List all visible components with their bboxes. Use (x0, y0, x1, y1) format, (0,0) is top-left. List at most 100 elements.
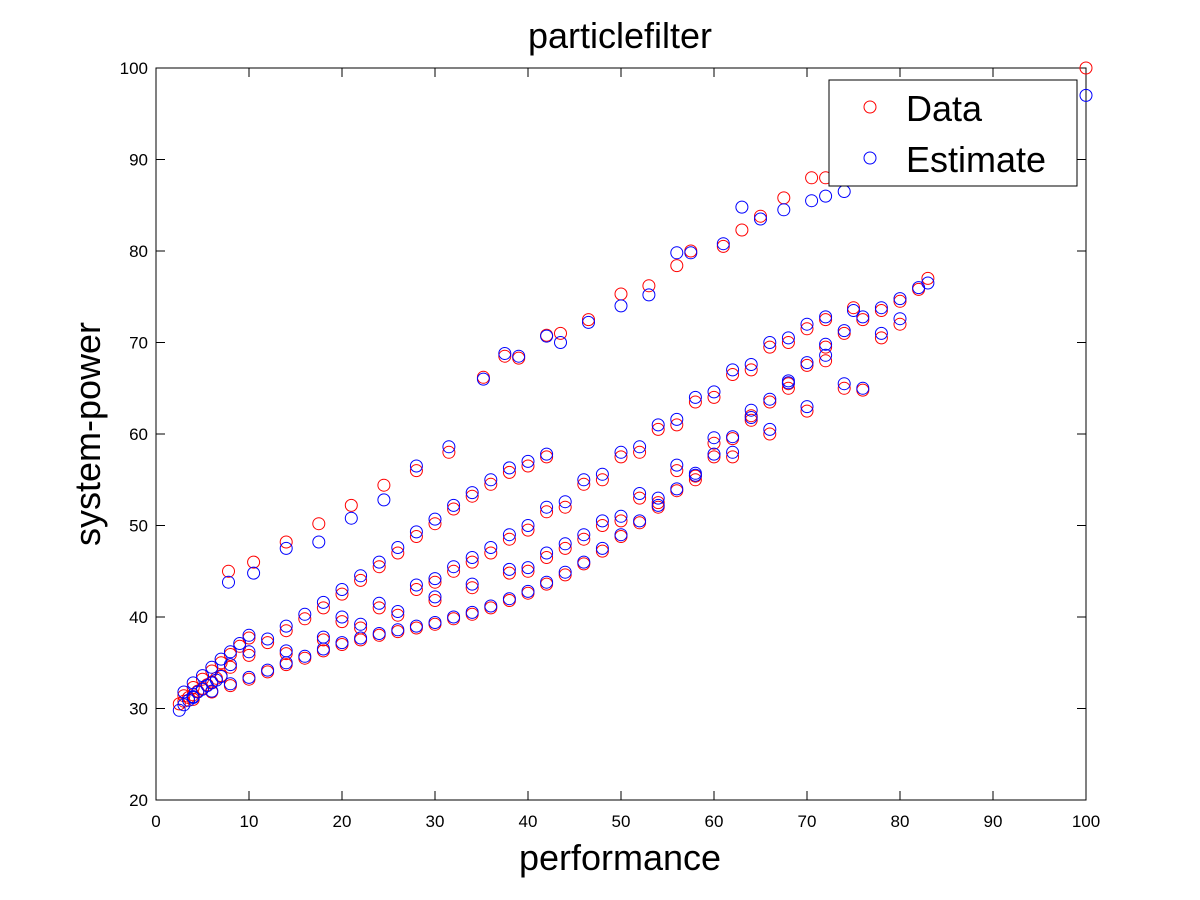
data-point-data (633, 445, 647, 459)
data-point-data (222, 564, 235, 578)
data-point-estimate (186, 691, 200, 704)
y-tick-label: 20 (129, 791, 148, 810)
data-point-estimate (428, 572, 442, 586)
data-point-estimate (688, 468, 702, 482)
data-point-data (391, 546, 405, 560)
data-point-data (688, 395, 702, 409)
data-point-data (819, 340, 833, 354)
data-point-estimate (726, 445, 740, 459)
data-point-data (735, 223, 749, 237)
y-tick-label: 70 (129, 334, 148, 353)
data-point-estimate (837, 377, 851, 391)
data-point-estimate (744, 358, 758, 371)
data-point-estimate (633, 440, 647, 454)
data-point-estimate (558, 495, 572, 509)
data-point-estimate (670, 458, 684, 472)
data-point-data (595, 544, 609, 558)
data-point-estimate (502, 592, 516, 606)
data-point-data (242, 631, 256, 645)
data-point-estimate (763, 422, 777, 436)
data-point-estimate (242, 670, 256, 684)
data-point-estimate (372, 627, 386, 640)
data-point-estimate (279, 644, 293, 658)
data-point-data (521, 459, 535, 473)
data-point-estimate (716, 237, 730, 251)
data-point-data (354, 573, 368, 587)
data-point-data (465, 489, 479, 503)
data-point-estimate (595, 514, 609, 528)
data-point-estimate (726, 430, 740, 444)
data-point-estimate (502, 528, 516, 542)
data-point-data (442, 445, 456, 459)
data-point-data (800, 358, 814, 372)
data-point-data (279, 535, 293, 549)
data-point-estimate (409, 578, 423, 592)
data-point-data (521, 564, 535, 578)
data-point-data (372, 560, 386, 574)
data-point-data (247, 555, 261, 569)
data-point-estimate (465, 551, 479, 564)
data-point-estimate (595, 541, 609, 555)
data-point-data (344, 498, 358, 512)
x-tick-label: 70 (798, 812, 817, 831)
data-point-data (837, 381, 851, 395)
data-point-estimate (856, 381, 870, 395)
data-point-estimate (874, 301, 888, 315)
data-point-estimate (279, 541, 293, 555)
data-point-data (428, 594, 442, 607)
x-ticks: 0 10 20 30 40 50 60 70 80 90 100 (151, 68, 1100, 831)
data-point-data (223, 660, 237, 674)
data-point-estimate (205, 660, 219, 674)
data-point-estimate (177, 698, 191, 712)
data-point-estimate (298, 607, 312, 621)
data-point-estimate (372, 596, 386, 610)
data-point-data (335, 615, 349, 629)
data-point-estimate (354, 617, 368, 631)
data-point-estimate (577, 473, 591, 487)
data-point-estimate (893, 312, 907, 326)
data-point-estimate (735, 200, 749, 214)
data-point-data (447, 502, 461, 516)
data-point-data (707, 390, 721, 404)
data-point-data (614, 287, 628, 301)
data-point-estimate (558, 565, 572, 579)
data-point-data (409, 464, 423, 478)
data-point-estimate (409, 525, 423, 539)
y-axis-title: system-power (67, 322, 108, 546)
data-point-data (484, 546, 498, 560)
data-point-estimate (800, 317, 814, 331)
data-point-data (298, 612, 312, 626)
x-tick-label: 60 (705, 812, 724, 831)
data-point-estimate (377, 493, 391, 507)
data-point-estimate (754, 212, 767, 226)
y-tick-label: 80 (129, 242, 148, 261)
data-point-data (558, 500, 572, 514)
data-point-data (716, 239, 730, 253)
data-point-data (651, 496, 665, 510)
data-point-data (633, 491, 647, 505)
data-point-estimate (540, 329, 554, 343)
data-point-data (781, 381, 795, 395)
data-point-estimate (800, 400, 814, 414)
data-point-estimate (391, 541, 405, 554)
data-point-estimate (874, 326, 888, 340)
data-point-estimate (707, 385, 721, 399)
data-point-data (582, 313, 595, 327)
data-point-data (614, 450, 628, 464)
data-point-estimate (447, 560, 461, 574)
data-point-data (372, 601, 386, 615)
data-point-estimate (223, 645, 237, 659)
data-point-data (874, 331, 888, 345)
data-point-estimate (726, 363, 740, 377)
data-point-estimate (409, 459, 423, 473)
data-point-data (409, 530, 423, 543)
data-point-estimate (521, 454, 535, 468)
y-tick-label: 90 (129, 151, 148, 170)
data-point-estimate (819, 348, 833, 362)
data-point-data (540, 328, 554, 342)
data-point-estimate (465, 605, 479, 619)
data-point-data (651, 422, 665, 436)
data-point-data (707, 436, 721, 450)
data-point-estimate (651, 418, 665, 432)
